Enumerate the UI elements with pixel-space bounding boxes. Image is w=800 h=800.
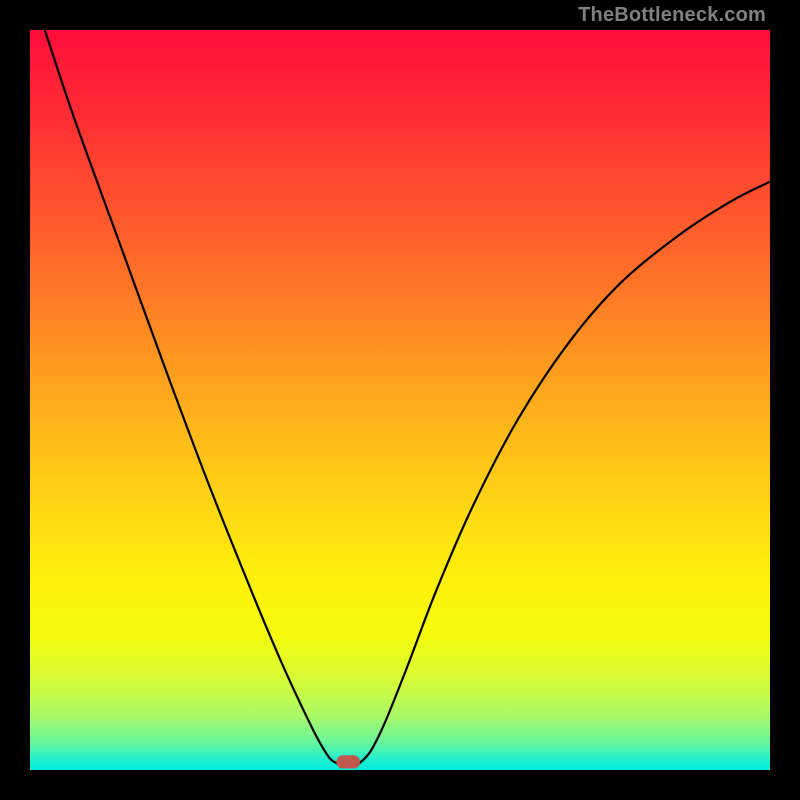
chart-svg <box>30 30 770 770</box>
gradient-background <box>30 30 770 770</box>
plot-area <box>30 30 770 770</box>
chart-frame: TheBottleneck.com <box>0 0 800 800</box>
watermark-text: TheBottleneck.com <box>578 4 766 27</box>
optimal-point-marker <box>336 755 360 768</box>
